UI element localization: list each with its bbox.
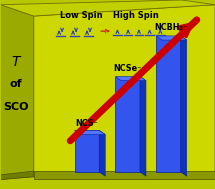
Polygon shape [1, 171, 34, 180]
Polygon shape [140, 77, 146, 176]
Polygon shape [1, 0, 215, 16]
Polygon shape [1, 5, 34, 180]
Text: SCO: SCO [3, 102, 29, 112]
Polygon shape [34, 171, 215, 179]
Polygon shape [75, 130, 105, 135]
Text: Low Spin: Low Spin [60, 11, 102, 20]
Text: of: of [10, 79, 23, 89]
Text: NCS⁻: NCS⁻ [75, 119, 98, 128]
Text: NCSe⁻: NCSe⁻ [114, 64, 142, 73]
Text: NCBH₃⁻: NCBH₃⁻ [154, 23, 187, 32]
Bar [115, 77, 140, 172]
Bar [75, 130, 99, 172]
Bar [156, 36, 181, 172]
Polygon shape [34, 5, 215, 179]
Polygon shape [156, 36, 187, 40]
Polygon shape [99, 130, 105, 176]
Text: $T$: $T$ [11, 55, 22, 69]
Polygon shape [181, 36, 187, 176]
Text: High Spin: High Spin [113, 11, 158, 20]
Polygon shape [115, 77, 146, 81]
